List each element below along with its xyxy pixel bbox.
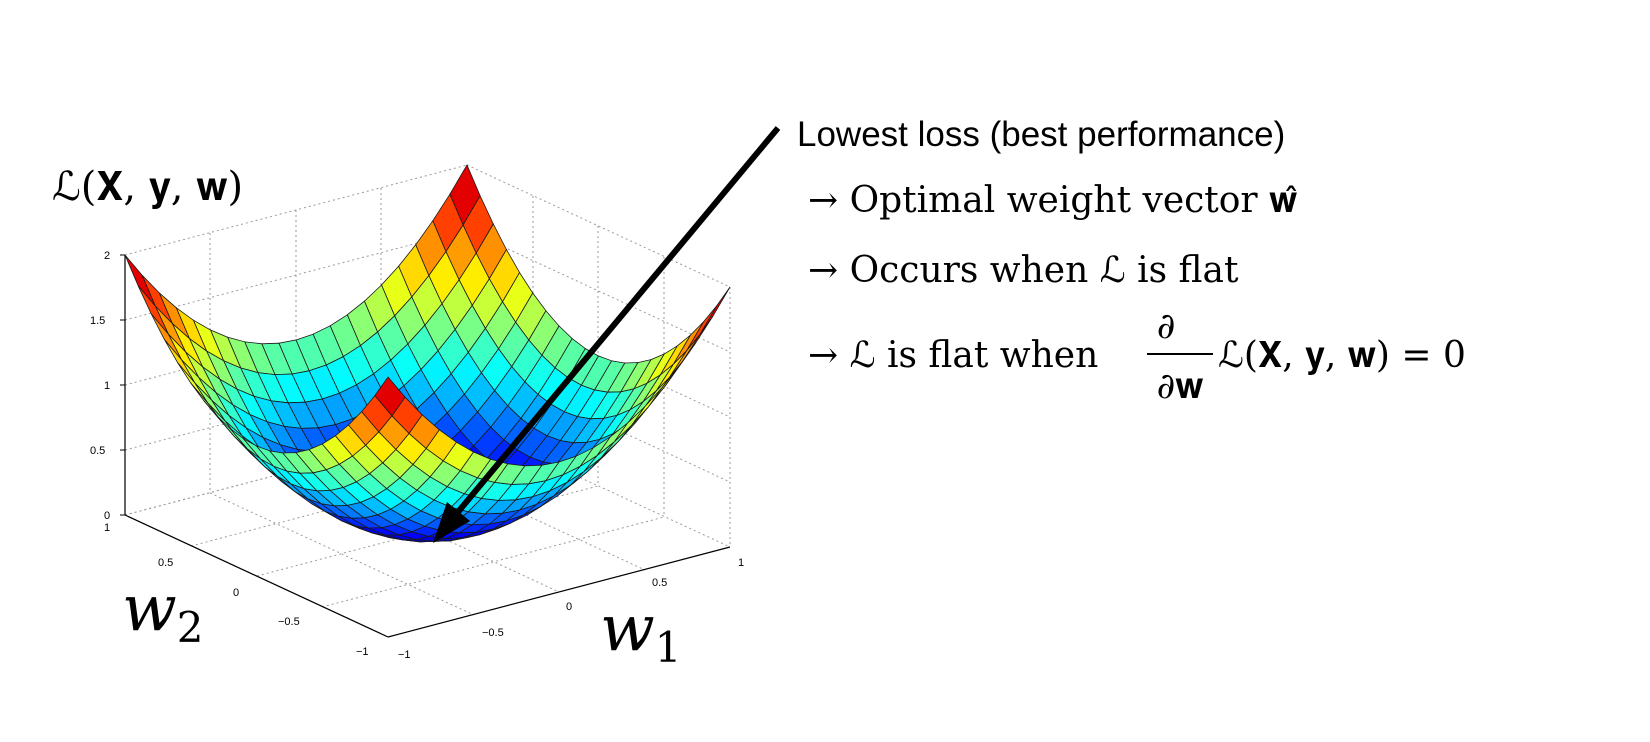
w2-tick-0-5: 0.5 — [158, 557, 173, 569]
w1-tick-0: 0 — [566, 601, 572, 613]
fraction-numerator: ∂ — [1157, 306, 1176, 347]
w2-tick-0: 0 — [233, 587, 239, 599]
w1-tick-m1: −1 — [398, 649, 411, 661]
w2-label-base: w — [122, 572, 177, 646]
w1-tick-m0-5: −0.5 — [482, 627, 504, 639]
loss-surface — [124, 164, 731, 543]
fraction-denominator: ∂𝐰 — [1157, 366, 1204, 407]
annotation-line-3-suffix: ℒ(𝐗, 𝐲, 𝐰) = 0 — [1218, 335, 1466, 376]
w2-label-sub: 2 — [177, 603, 204, 652]
annotation-title: Lowest loss (best performance) — [797, 115, 1285, 154]
z-tick-0: 0 — [104, 510, 110, 522]
w2-axis-label: w2 — [122, 572, 204, 652]
w1-axis-label: w1 — [600, 592, 682, 672]
w2-axis-ticks: 1 0.5 0 −0.5 −1 — [104, 522, 369, 658]
w1-tick-0-5: 0.5 — [652, 577, 667, 589]
z-tick-2: 2 — [104, 250, 110, 262]
annotation-line-1: → Optimal weight vector 𝐰̂ — [808, 180, 1297, 221]
surface-cell — [124, 254, 156, 307]
surface-cell — [673, 321, 705, 365]
pointer-arrow — [433, 126, 781, 543]
z-tick-0-5: 0.5 — [90, 445, 105, 457]
w2-tick-m1: −1 — [356, 646, 369, 658]
w2-tick-m0-5: −0.5 — [278, 616, 300, 628]
w1-axis-ticks: −1 −0.5 0 0.5 1 — [398, 557, 744, 661]
z-axis-ticks: 0 0.5 1 1.5 2 — [90, 250, 125, 522]
w1-label-base: w — [600, 592, 655, 666]
w1-label-sub: 1 — [655, 623, 682, 672]
surface-cell — [374, 376, 406, 417]
annotation-line-2: → Occurs when ℒ is flat — [808, 250, 1239, 291]
annotation-line-3-prefix: → ℒ is flat when — [808, 335, 1098, 376]
z-tick-1-5: 1.5 — [90, 315, 105, 327]
loss-axis-label: ℒ(𝐗, 𝐲, 𝐰) — [52, 164, 243, 210]
surface-cell — [699, 286, 731, 336]
z-tick-1: 1 — [104, 380, 110, 392]
w2-tick-1: 1 — [104, 522, 110, 534]
w1-tick-1: 1 — [738, 557, 744, 569]
